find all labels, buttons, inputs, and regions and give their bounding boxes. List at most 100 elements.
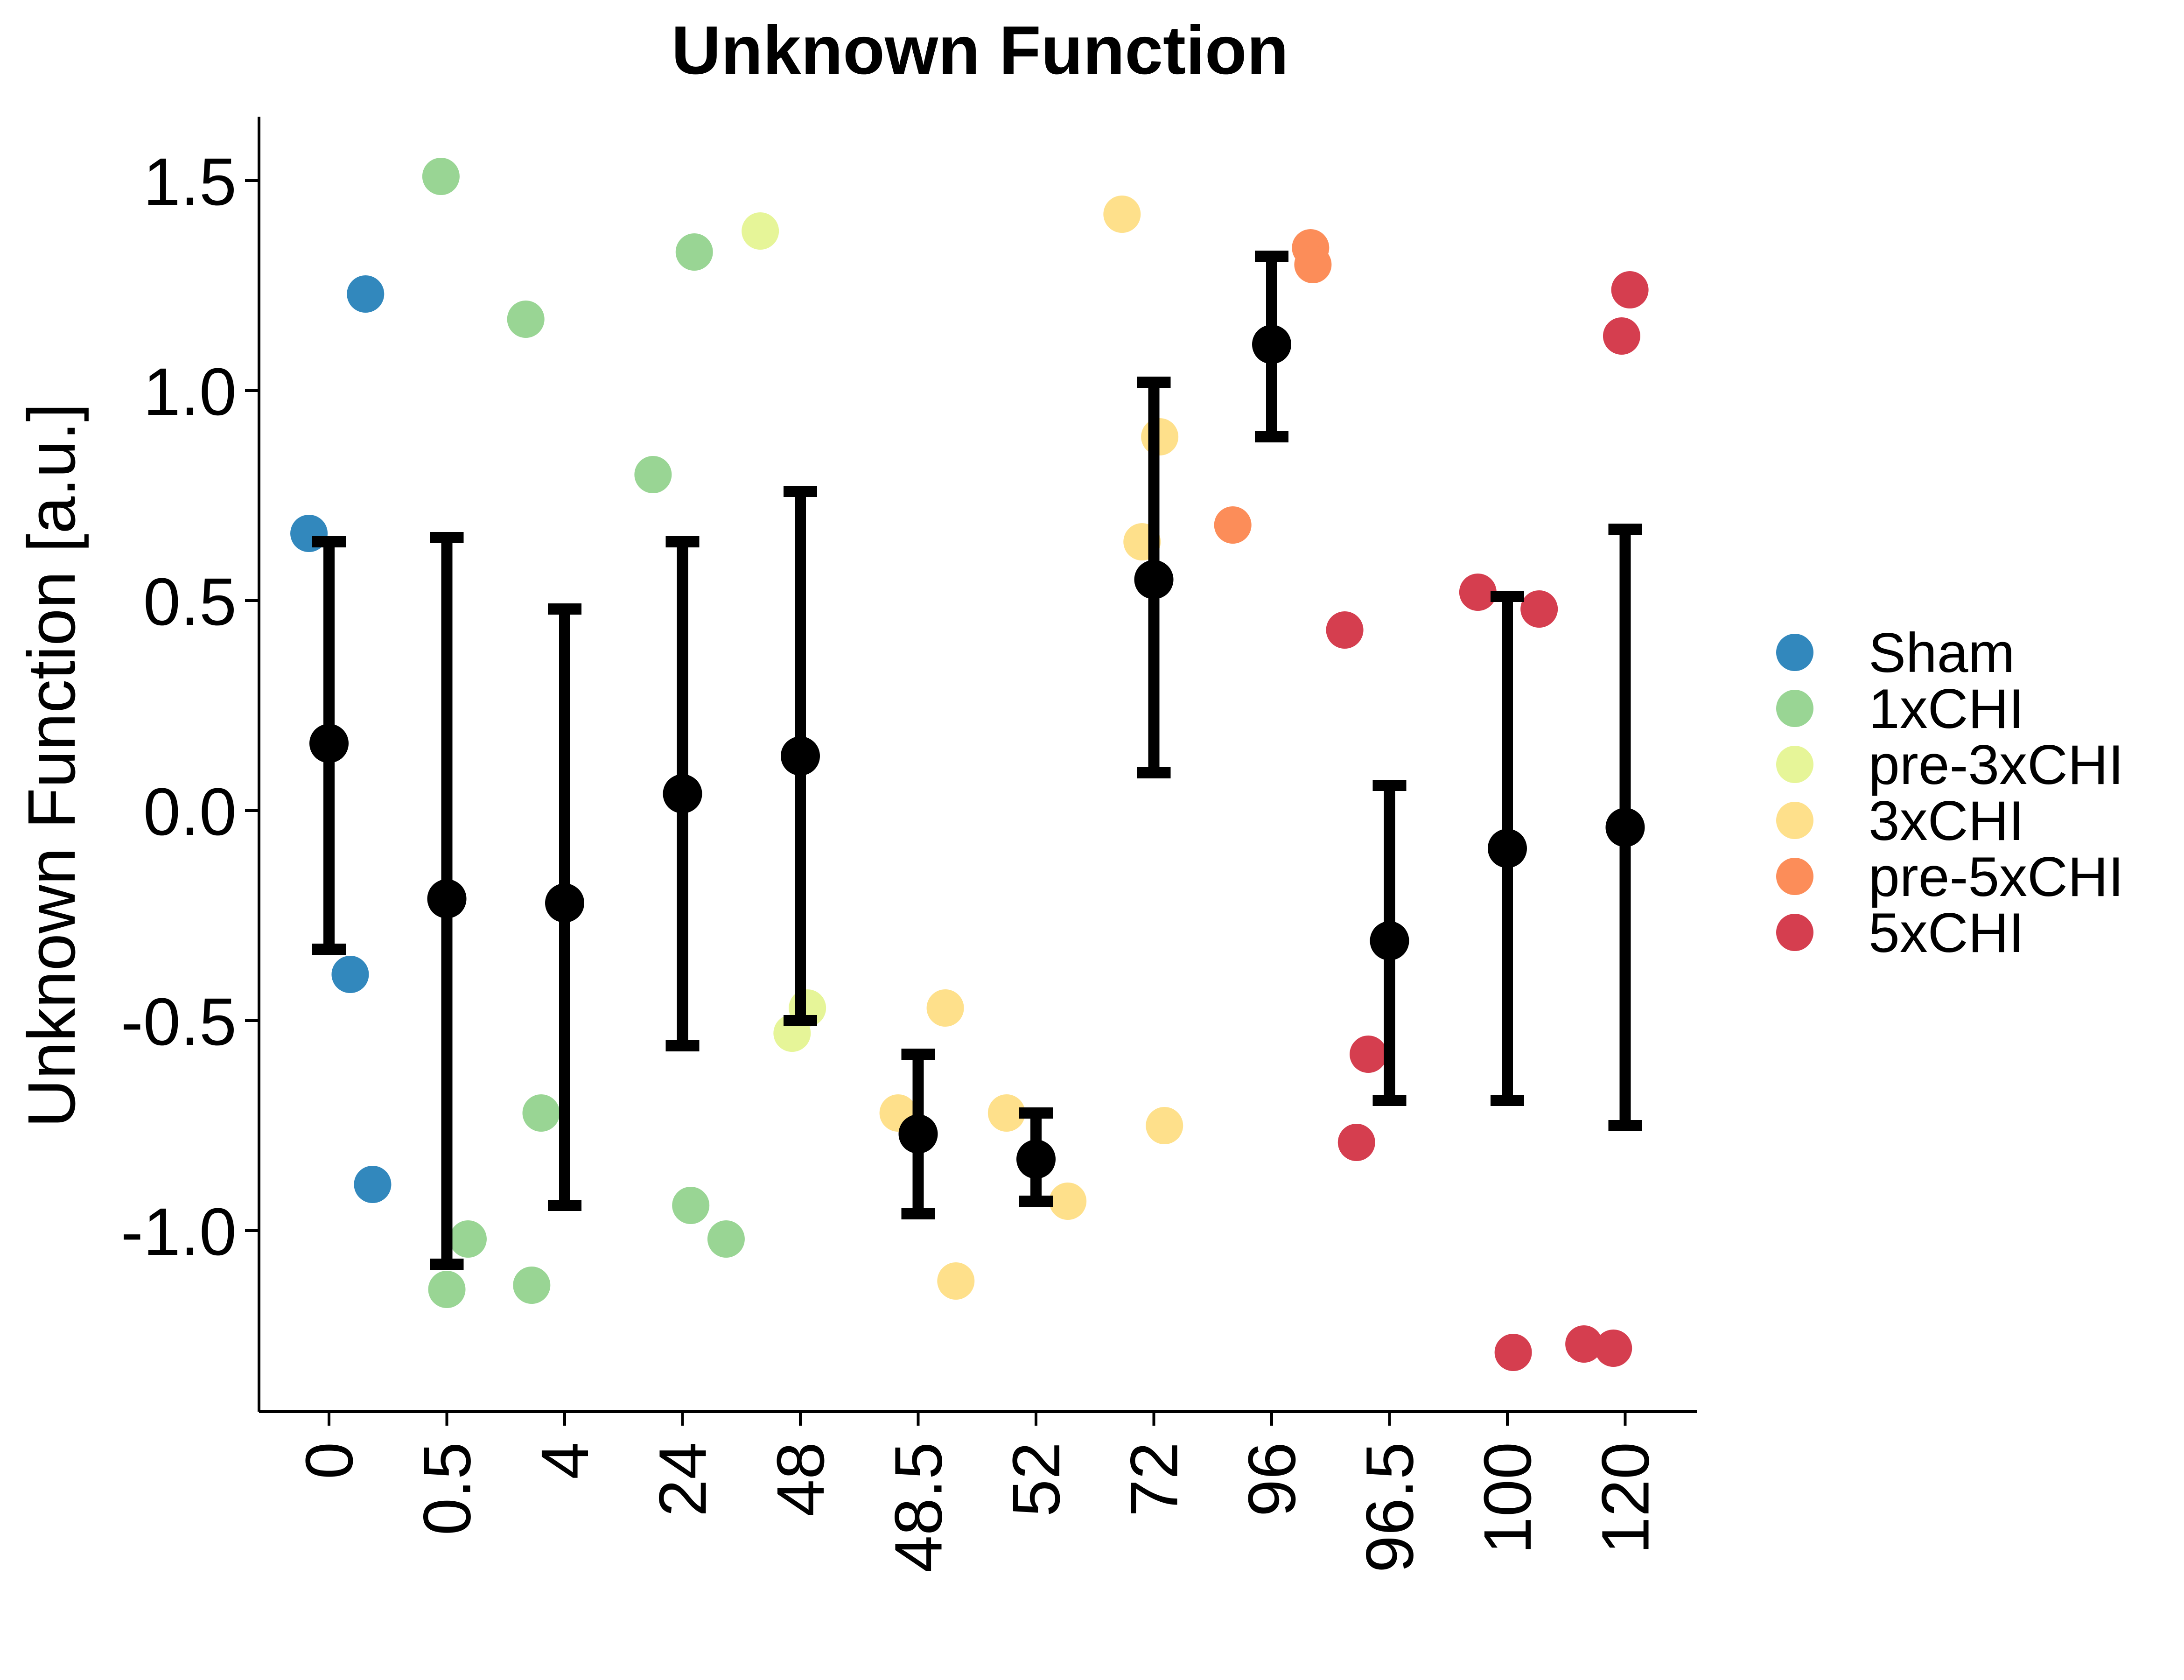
legend-label: 5xCHI — [1869, 902, 2024, 964]
legend-key — [1776, 858, 1813, 895]
data-point-1xchi — [634, 456, 672, 493]
legend-key — [1776, 746, 1813, 783]
data-point-5xchi — [1595, 1330, 1632, 1367]
data-point-pre-3xchi — [742, 212, 779, 250]
error-bar-0 — [309, 536, 349, 955]
legend-label: pre-5xCHI — [1869, 846, 2124, 908]
legend-key — [1776, 914, 1813, 951]
x-tick-label: 48 — [763, 1442, 838, 1517]
legend-item-1xchi: 1xCHI — [1776, 678, 2024, 740]
legend-label: 3xCHI — [1869, 790, 2024, 852]
data-point-5xchi — [1611, 271, 1649, 308]
mean-point — [1134, 560, 1174, 599]
legend-item-5xchi: 5xCHI — [1776, 902, 2024, 964]
x-tick-label: 24 — [645, 1442, 721, 1517]
mean-point — [663, 774, 702, 813]
mean-point — [427, 879, 467, 918]
data-point-sham — [331, 956, 369, 993]
y-tick-label: 1.0 — [143, 354, 237, 429]
mean-point — [1252, 325, 1291, 364]
x-tick-label: 52 — [999, 1442, 1074, 1517]
y-tick-label: 0.0 — [143, 774, 237, 849]
x-tick-label: 72 — [1117, 1442, 1192, 1517]
data-point-1xchi — [428, 1271, 466, 1308]
data-point-3xchi — [926, 989, 964, 1027]
error-bar-72 — [1134, 377, 1174, 778]
error-bar-96 — [1252, 251, 1291, 442]
data-point-3xchi — [937, 1262, 975, 1300]
data-point-5xchi — [1326, 611, 1364, 649]
data-point-3xchi — [1146, 1107, 1183, 1144]
legend-label: Sham — [1869, 622, 2015, 684]
error-bar-48 — [781, 486, 820, 1026]
x-tick-label: 48.5 — [881, 1442, 956, 1573]
data-point-1xchi — [422, 158, 460, 195]
legend-label: pre-3xCHI — [1869, 734, 2124, 796]
data-point-5xchi — [1494, 1334, 1532, 1371]
chart-title: Unknown Function — [672, 12, 1289, 89]
mean-point — [1488, 829, 1527, 868]
x-tick-label: 4 — [527, 1442, 602, 1479]
legend-key — [1776, 802, 1813, 839]
data-point-1xchi — [507, 301, 545, 338]
error-bar-100 — [1488, 591, 1527, 1106]
y-tick-label: 0.5 — [143, 564, 237, 639]
mean-point — [781, 736, 820, 776]
y-tick-label: -0.5 — [121, 984, 237, 1059]
data-point-sham — [354, 1166, 392, 1203]
error-bar-120 — [1605, 524, 1645, 1131]
error-bar-0-5 — [427, 532, 467, 1270]
data-point-3xchi — [1103, 196, 1141, 233]
mean-point — [898, 1114, 938, 1154]
y-tick-label: 1.5 — [143, 144, 237, 219]
data-point-sham — [347, 275, 385, 313]
mean-point — [309, 724, 349, 763]
x-tick-label: 0.5 — [410, 1442, 485, 1535]
error-bar-24 — [663, 536, 702, 1051]
legend-item-pre-3xchi: pre-3xCHI — [1776, 734, 2124, 796]
data-point-5xchi — [1565, 1325, 1603, 1363]
data-point-1xchi — [672, 1187, 710, 1224]
data-point-1xchi — [707, 1220, 745, 1258]
data-point-1xchi — [675, 233, 713, 271]
y-axis: 1.5 1.0 0.5 0.0 -0.5 -1.0 — [121, 144, 259, 1269]
data-point-3xchi — [987, 1094, 1025, 1132]
mean-point — [1370, 921, 1409, 960]
x-tick-label: 100 — [1470, 1442, 1545, 1554]
error-bar-48-5 — [898, 1049, 938, 1219]
data-point-1xchi — [513, 1267, 551, 1304]
x-tick-label: 96 — [1234, 1442, 1309, 1517]
summary-layer — [309, 251, 1645, 1270]
points-layer — [290, 158, 1649, 1371]
error-bar-52 — [1016, 1107, 1056, 1207]
legend-item-pre-5xchi: pre-5xCHI — [1776, 846, 2124, 908]
data-point-5xchi — [1350, 1036, 1387, 1073]
data-point-3xchi — [1141, 418, 1179, 455]
mean-point — [1605, 808, 1645, 847]
legend-key — [1776, 690, 1813, 727]
data-point-5xchi — [1603, 317, 1640, 355]
mean-point — [545, 883, 584, 923]
data-point-5xchi — [1337, 1124, 1375, 1161]
error-bar-4 — [545, 603, 584, 1211]
data-point-pre-5xchi — [1214, 506, 1252, 544]
data-point-pre-5xchi — [1294, 246, 1332, 283]
legend-label: 1xCHI — [1869, 678, 2024, 740]
data-point-1xchi — [522, 1094, 560, 1132]
y-axis-title: Unknown Function [a.u.] — [14, 403, 89, 1128]
legend-key — [1776, 634, 1813, 671]
x-tick-label: 0 — [292, 1442, 367, 1479]
x-tick-label: 96.5 — [1352, 1442, 1428, 1573]
legend-item-3xchi: 3xCHI — [1776, 790, 2024, 852]
data-point-1xchi — [449, 1220, 487, 1258]
data-point-5xchi — [1520, 590, 1558, 628]
error-bar-96-5 — [1370, 780, 1409, 1106]
data-point-5xchi — [1459, 574, 1497, 611]
x-tick-label: 120 — [1588, 1442, 1663, 1554]
data-point-3xchi — [1049, 1183, 1087, 1220]
legend-item-sham: Sham — [1776, 622, 2015, 684]
mean-point — [1016, 1140, 1056, 1179]
y-tick-label: -1.0 — [121, 1194, 237, 1269]
